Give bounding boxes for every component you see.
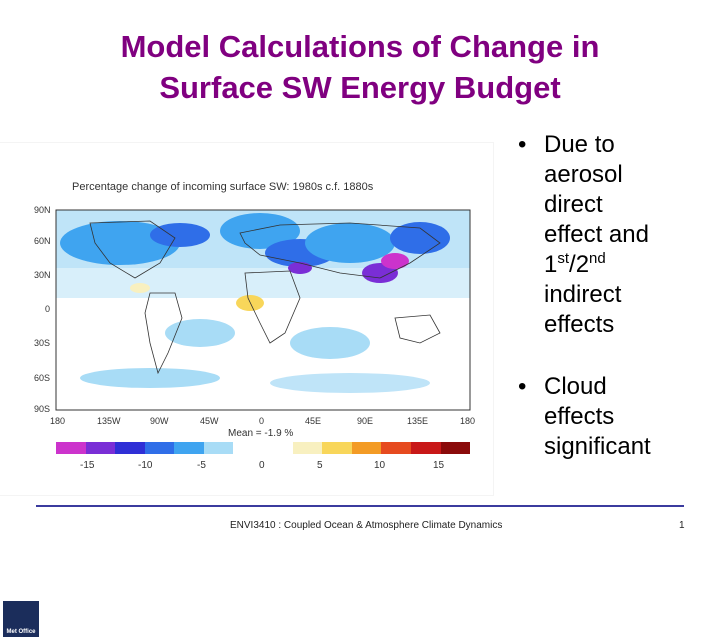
- lon-label-135e: 135E: [407, 416, 429, 426]
- colorbar-swatch: [233, 442, 264, 454]
- map-frame: [55, 209, 471, 411]
- colorbar-swatch: [410, 442, 441, 454]
- bullet-text: 1: [544, 251, 558, 278]
- colorbar-swatch: [381, 442, 411, 454]
- bullet-line: direct: [544, 191, 603, 218]
- bullet-line: 1st/2nd: [544, 250, 716, 280]
- lon-label-45w: 45W: [200, 416, 219, 426]
- colorbar-swatch: [56, 442, 86, 454]
- lon-label-135w: 135W: [97, 416, 121, 426]
- colorbar-swatch: [85, 442, 116, 454]
- colorbar-tick: 5: [317, 460, 323, 471]
- change-field: [56, 210, 470, 393]
- map-title: Percentage change of incoming surface SW…: [72, 181, 374, 193]
- colorbar-tick: -10: [138, 460, 153, 471]
- colorbar-tick: 10: [374, 460, 386, 471]
- lon-label-45e: 45E: [305, 416, 322, 426]
- colorbar-tick: -5: [197, 460, 206, 471]
- bullet-marker: •: [518, 373, 527, 400]
- colorbar-swatch: [440, 442, 471, 454]
- lat-label-0: 0: [45, 304, 51, 314]
- superscript: st: [557, 250, 570, 267]
- footer-text: ENVI3410 : Coupled Ocean & Atmosphere Cl…: [230, 520, 503, 531]
- bullet-list: • Due to aerosol direct effect and 1st/2…: [516, 130, 716, 462]
- lat-label-30n: 30N: [34, 270, 51, 280]
- colorbar-swatch: [322, 442, 352, 454]
- colorbar-tick: 15: [433, 460, 445, 471]
- lon-label-180e: 180: [460, 416, 476, 426]
- colorbar-swatch: [292, 442, 323, 454]
- bullet-line: aerosol: [544, 161, 623, 188]
- bullet-cloud: • Cloud effects significant: [516, 372, 716, 462]
- colorbar-swatch: [203, 442, 234, 454]
- slide-title: Model Calculations of Change in Surface …: [40, 26, 680, 108]
- colorbar-swatch: [144, 442, 175, 454]
- map-figure: Met Office: [0, 143, 493, 637]
- bullet-line: Due to: [544, 131, 615, 158]
- superscript: nd: [589, 250, 606, 267]
- lon-label-180w: 180: [50, 416, 66, 426]
- lon-label-90w: 90W: [150, 416, 169, 426]
- bullet-line: effect and: [544, 221, 649, 248]
- mean-label: Mean = -1.9 %: [228, 428, 294, 439]
- title-line-2: Surface SW Energy Budget: [159, 70, 561, 105]
- lat-label-60s: 60S: [34, 373, 51, 383]
- colorbar-swatch: [263, 442, 293, 454]
- colorbar-swatch: [174, 442, 204, 454]
- page-number: 1: [679, 520, 685, 531]
- bullet-line: Cloud: [544, 373, 607, 400]
- lat-label-60n: 60N: [34, 236, 51, 246]
- bullet-text: /2: [569, 251, 590, 278]
- title-line-1: Model Calculations of Change in: [120, 29, 600, 64]
- lat-label-90s: 90S: [34, 404, 51, 414]
- colorbar-tick: -15: [80, 460, 95, 471]
- lon-label-90e: 90E: [357, 416, 374, 426]
- logo-text: Met Office: [6, 629, 36, 635]
- bullet-line: effects: [544, 403, 615, 430]
- footer-divider: [36, 505, 684, 507]
- bullet-line: indirect: [544, 281, 622, 308]
- colorbar-swatch: [115, 442, 145, 454]
- lat-label-30s: 30S: [34, 338, 51, 348]
- colorbar: [56, 442, 471, 454]
- world-map: [55, 209, 471, 411]
- colorbar-swatch: [351, 442, 382, 454]
- bullet-marker: •: [518, 131, 527, 158]
- lat-label-90n: 90N: [34, 205, 51, 215]
- bullet-line: effects: [544, 311, 615, 338]
- lon-label-0: 0: [259, 416, 265, 426]
- bullet-aerosol: • Due to aerosol direct effect and 1st/2…: [516, 130, 716, 340]
- colorbar-tick: 0: [259, 460, 265, 471]
- bullet-line: significant: [544, 433, 651, 460]
